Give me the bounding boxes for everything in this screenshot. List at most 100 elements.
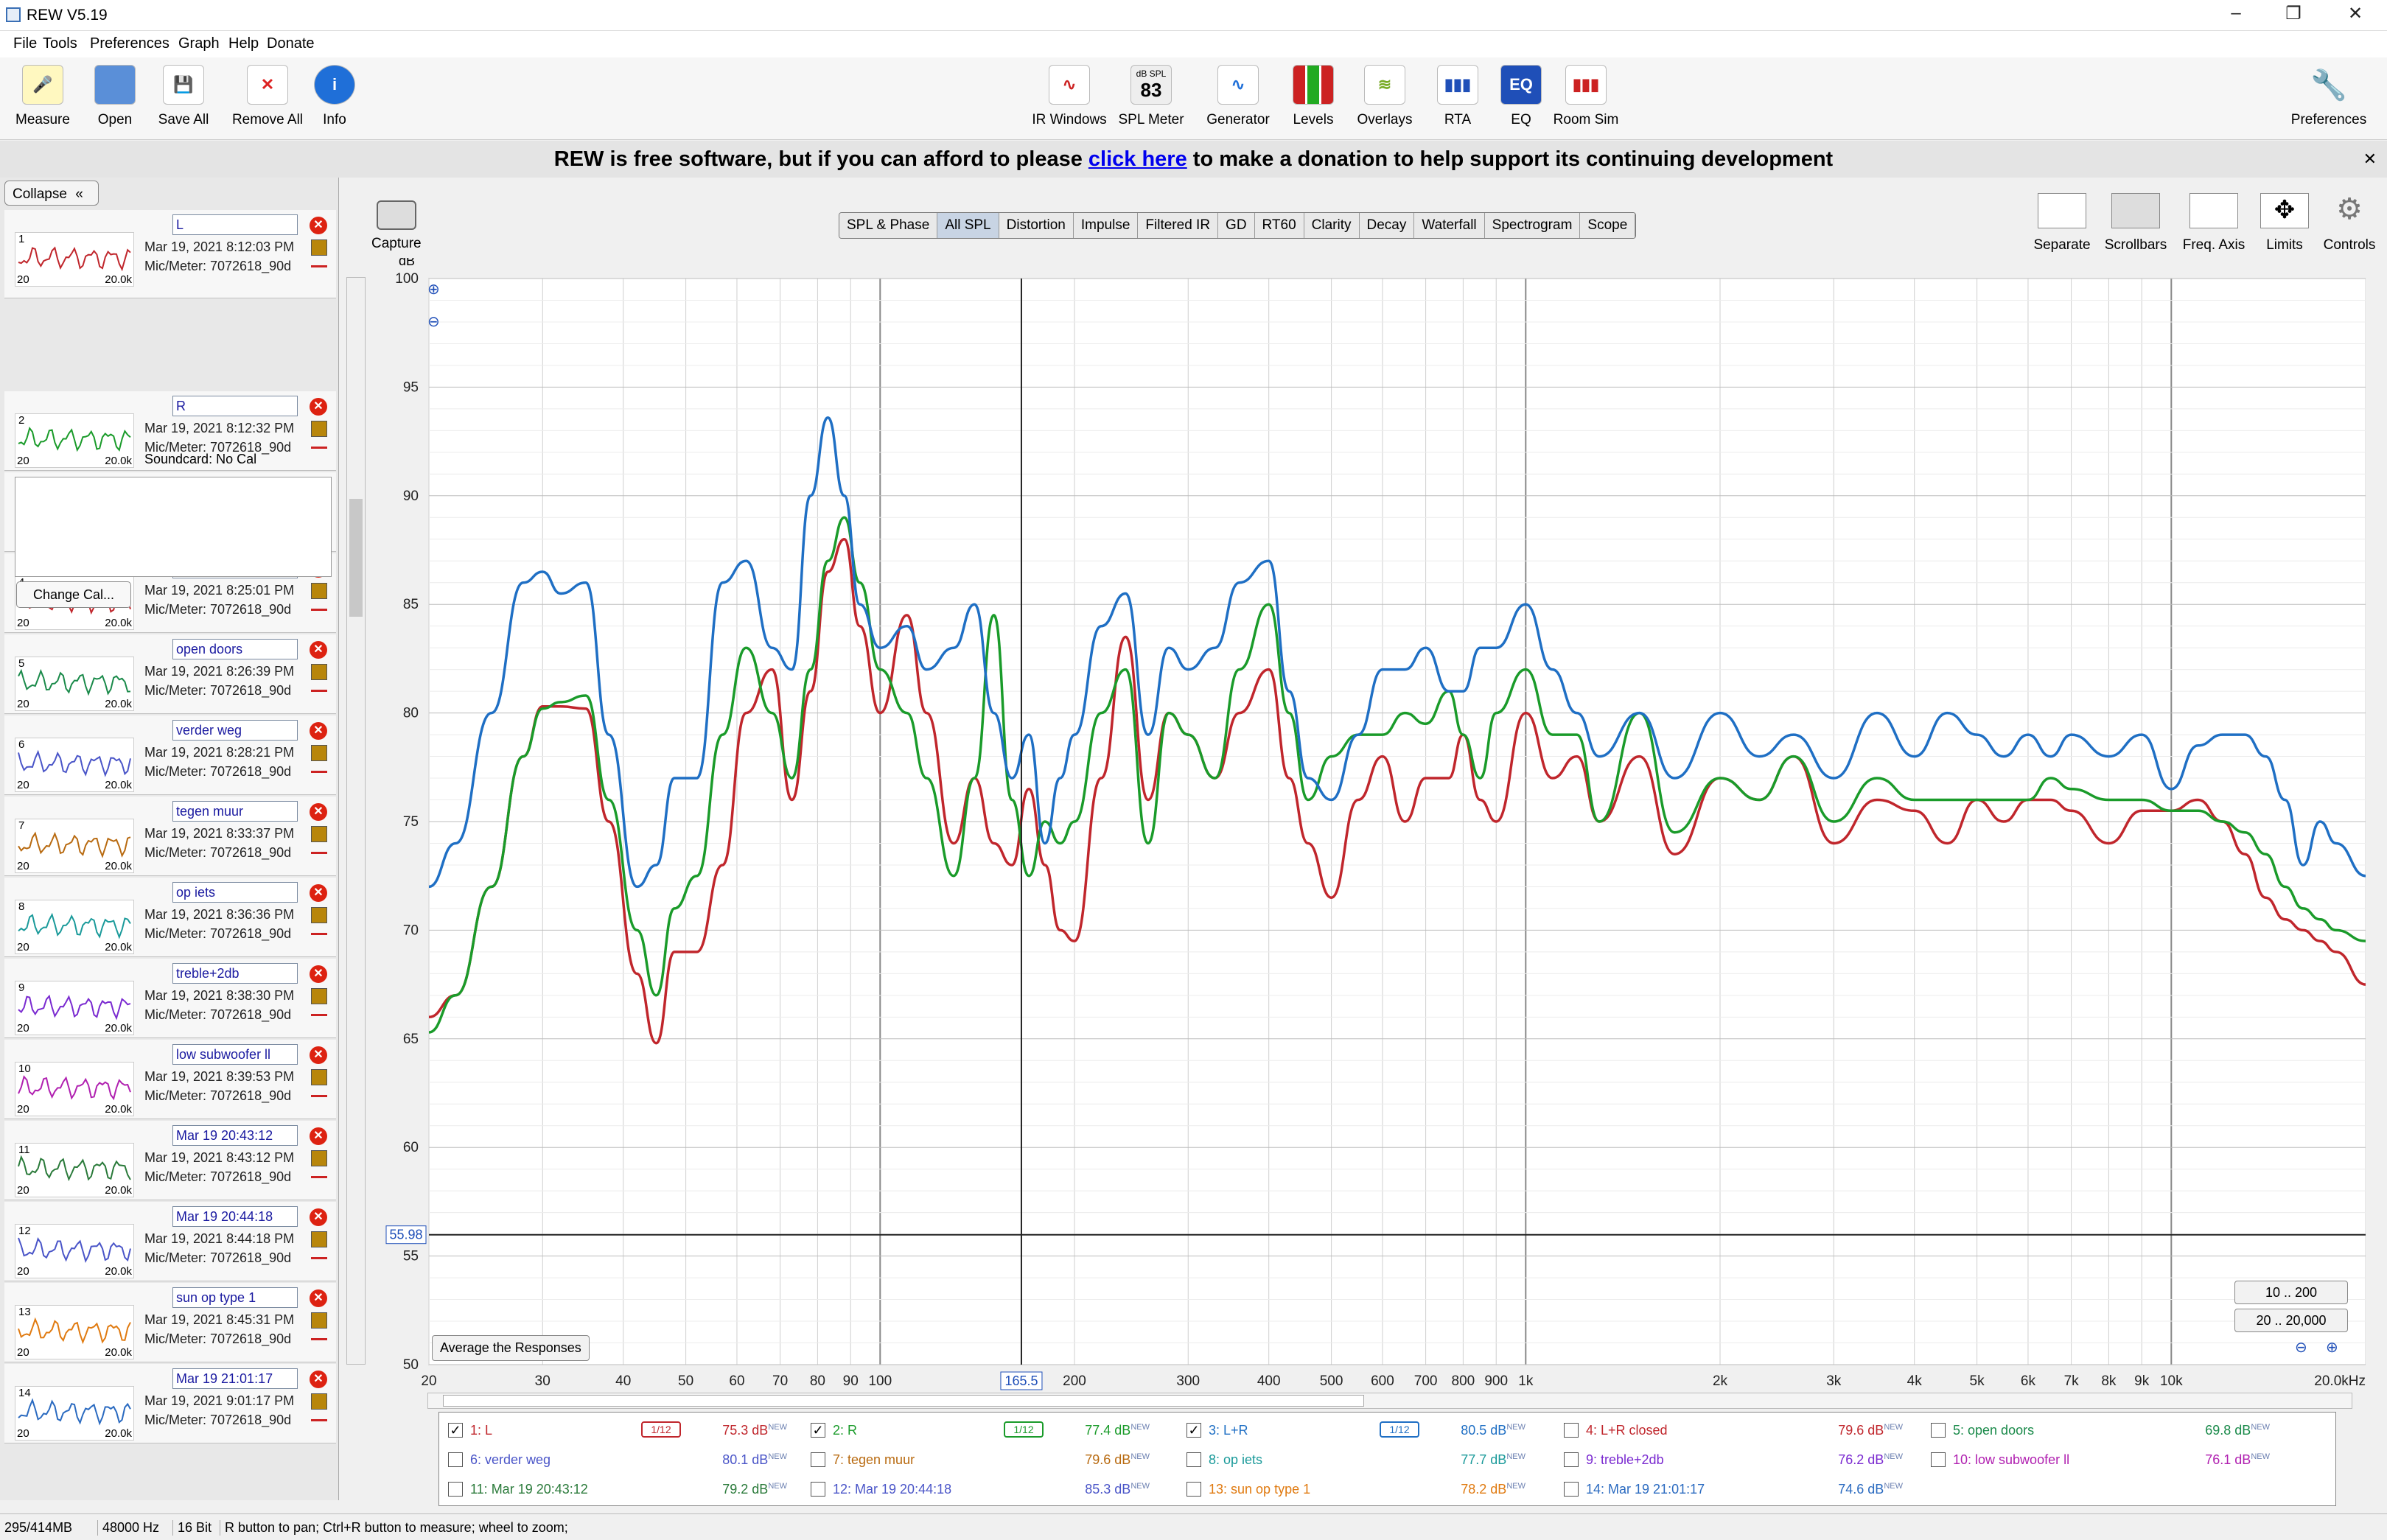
average-responses-button[interactable]: Average the Responses [432,1335,590,1361]
measurement-item[interactable]: open doors ✕ 5 20 20.0k Mar 19, 2021 8:26:39 … [4,634,336,714]
tab-rt60[interactable]: RT60 [1254,213,1304,238]
eq-button[interactable]: EQ EQ [1499,65,1543,128]
measurement-color-icon[interactable] [311,1009,327,1016]
measurement-settings-icon[interactable] [311,907,327,923]
maximize-button[interactable]: ❐ [2285,4,2302,24]
measurement-name-field[interactable]: op iets [172,882,298,903]
menu-donate[interactable]: Donate [267,35,315,52]
info-button[interactable]: i Info [312,65,357,128]
legend-checkbox[interactable] [1186,1452,1201,1467]
measurement-settings-icon[interactable] [311,1150,327,1166]
measurement-settings-icon[interactable] [311,1312,327,1329]
legend-checkbox[interactable] [811,1482,825,1497]
preferences-button[interactable]: 🔧 Preferences [2285,65,2373,128]
measurement-name-field[interactable]: tegen muur [172,801,298,822]
measurement-color-icon[interactable] [311,766,327,773]
remove-measurement-icon[interactable]: ✕ [310,1371,327,1388]
x-zoom-in-icon[interactable]: ⊕ [2326,1340,2338,1356]
measurement-color-icon[interactable] [311,603,327,611]
limits-button[interactable]: ✥ Limits [2255,193,2314,253]
legend-item[interactable]: 9: treble+2db 76.2 dBNEW [1564,1446,1925,1474]
menu-help[interactable]: Help [228,35,259,52]
legend-checkbox[interactable] [448,1482,463,1497]
measurement-settings-icon[interactable] [311,1231,327,1247]
remove-measurement-icon[interactable]: ✕ [310,641,327,659]
measurement-name-field[interactable]: treble+2db [172,963,298,984]
measurement-item[interactable]: verder weg ✕ 6 20 20.0k Mar 19, 2021 8:28:21 … [4,715,336,795]
remove-measurement-icon[interactable]: ✕ [310,1208,327,1226]
remove-measurement-icon[interactable]: ✕ [310,965,327,983]
menu-preferences[interactable]: Preferences [90,35,169,52]
legend-item[interactable]: 12: Mar 19 20:44:18 85.3 dBNEW [811,1476,1172,1504]
measurement-item[interactable]: Mar 19 20:44:18 ✕ 12 20 20.0k Mar 19, 2021 8:… [4,1202,336,1281]
spl-chart[interactable]: 50 55 60 65 70 75 80 85 90 95 100 20 30 40 50 60 70 80 90… [376,253,2366,1400]
smoothing-badge[interactable]: 1/12 [1004,1421,1044,1438]
tab-filtered-ir[interactable]: Filtered IR [1138,213,1219,238]
controls-button[interactable]: ⚙ Controls [2320,193,2379,253]
measurement-name-field[interactable]: L [172,214,298,235]
legend-item[interactable]: 5: open doors 69.8 dBNEW [1931,1417,2292,1445]
measurement-color-icon[interactable] [311,847,327,854]
legend-item[interactable]: 13: sun op type 1 78.2 dBNEW [1186,1476,1548,1504]
measurement-color-icon[interactable] [311,1414,327,1421]
overlays-button[interactable]: ≋ Overlays [1352,65,1418,128]
x-zoom-out-icon[interactable]: ⊖ [2295,1340,2307,1356]
measurement-color-icon[interactable] [311,1171,327,1178]
menu-tools[interactable]: Tools [43,35,77,52]
tab-distortion[interactable]: Distortion [999,213,1074,238]
menu-file[interactable]: File [13,35,38,52]
remove-measurement-icon[interactable]: ✕ [310,884,327,902]
measurement-name-field[interactable]: Mar 19 20:43:12 [172,1125,298,1146]
legend-checkbox[interactable] [1186,1482,1201,1497]
legend-checkbox[interactable] [1564,1482,1579,1497]
measurement-item[interactable]: treble+2db ✕ 9 20 20.0k Mar 19, 2021 8:38:30 … [4,959,336,1038]
measurement-name-field[interactable]: open doors [172,639,298,659]
tab-spectrogram[interactable]: Spectrogram [1484,213,1581,238]
tab-decay[interactable]: Decay [1359,213,1415,238]
menu-graph[interactable]: Graph [178,35,220,52]
measurement-item[interactable]: op iets ✕ 8 20 20.0k Mar 19, 2021 8:36:36 PM M… [4,878,336,957]
measurement-color-icon[interactable] [311,260,327,267]
range-20-20000-button[interactable]: 20 .. 20,000 [2234,1309,2348,1332]
graph-scrollbar-thumb[interactable] [443,1395,1364,1407]
remove-measurement-icon[interactable]: ✕ [310,398,327,416]
measurement-color-icon[interactable] [311,1333,327,1340]
smoothing-badge[interactable]: 1/12 [1380,1421,1419,1438]
measurement-name-field[interactable]: sun op type 1 [172,1287,298,1308]
measurement-color-icon[interactable] [311,1090,327,1097]
graph-horizontal-scrollbar[interactable] [427,1393,2352,1409]
measurement-color-icon[interactable] [311,685,327,692]
range-10-200-button[interactable]: 10 .. 200 [2234,1281,2348,1304]
measurement-item[interactable]: Mar 19 21:01:17 ✕ 14 20 20.0k Mar 19, 2021 9:… [4,1364,336,1443]
measurement-settings-icon[interactable] [311,664,327,680]
tab-scope[interactable]: Scope [1580,213,1636,238]
legend-checkbox[interactable] [448,1452,463,1467]
measurement-settings-icon[interactable] [311,421,327,437]
remove-measurement-icon[interactable]: ✕ [310,1127,327,1145]
legend-checkbox[interactable] [1564,1423,1579,1438]
generator-button[interactable]: ∿ Generator [1201,65,1275,128]
remove-all-button[interactable]: ✕ Remove All [228,65,307,128]
minimize-button[interactable]: – [2231,3,2241,23]
legend-checkbox[interactable]: ✓ [448,1423,463,1438]
measurement-color-icon[interactable] [311,441,327,449]
donate-link[interactable]: click here [1088,147,1187,171]
tab-impulse[interactable]: Impulse [1073,213,1139,238]
measurement-settings-icon[interactable] [311,1069,327,1085]
measurement-name-field[interactable]: low subwoofer ll [172,1044,298,1065]
legend-checkbox[interactable] [1564,1452,1579,1467]
tab-gd[interactable]: GD [1218,213,1255,238]
legend-item[interactable]: ✓ 3: L+R 1/12 80.5 dBNEW [1186,1417,1548,1445]
spl-meter-button[interactable]: dB SPL 83 SPL Meter [1114,65,1188,128]
measurement-settings-icon[interactable] [311,1393,327,1410]
close-window-button[interactable]: ✕ [2347,4,2363,24]
rta-button[interactable]: ▮▮▮ RTA [1434,65,1481,128]
freq-axis-button[interactable]: Freq. Axis [2177,193,2251,253]
remove-measurement-icon[interactable]: ✕ [310,217,327,234]
measurement-settings-icon[interactable] [311,745,327,761]
legend-checkbox[interactable]: ✓ [811,1423,825,1438]
separate-button[interactable]: Separate [2025,193,2099,253]
remove-measurement-icon[interactable]: ✕ [310,722,327,740]
measurement-item[interactable]: sun op type 1 ✕ 13 20 20.0k Mar 19, 2021 8:45… [4,1283,336,1362]
remove-measurement-icon[interactable]: ✕ [310,1289,327,1307]
